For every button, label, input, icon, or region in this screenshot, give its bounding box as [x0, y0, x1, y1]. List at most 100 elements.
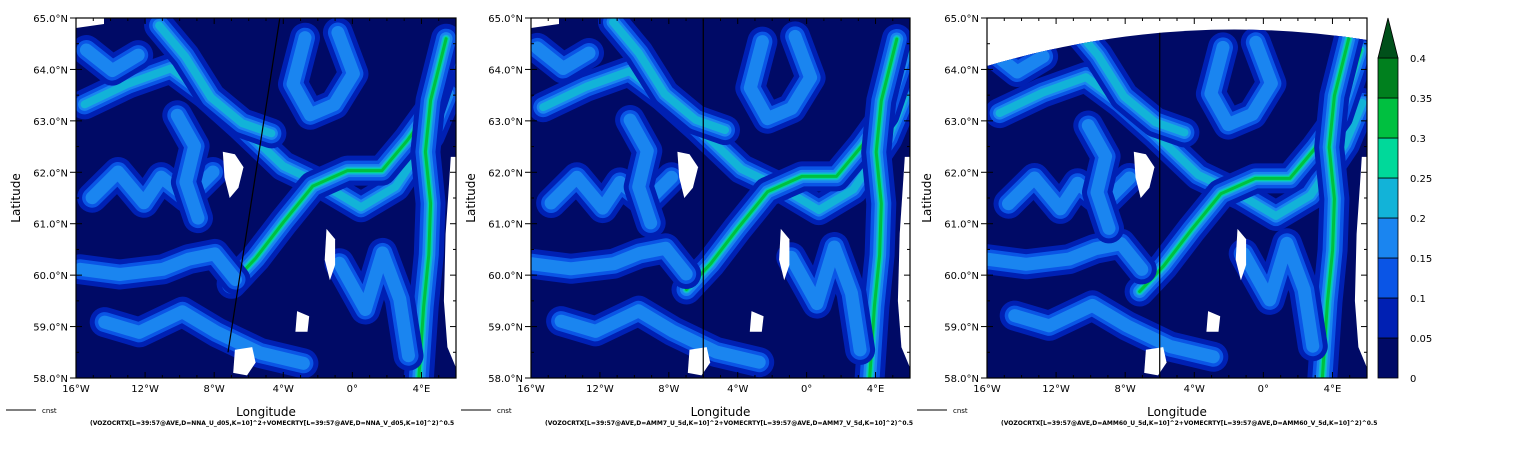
y-tick-label: 58.0°N [33, 374, 68, 385]
speed-contour [531, 41, 596, 75]
y-axis-label: Latitude [9, 173, 23, 222]
speed-contour [784, 240, 867, 357]
map-panel-1: 16°W 12°W 8°W 4°W 0° 4°E 58.0°N 59.0°N 60.0°N 61.… [6, 14, 457, 427]
x-axis-label: Longitude [1147, 405, 1207, 419]
speed-contour [987, 237, 1149, 276]
legend-label: cnst [42, 407, 57, 415]
speed-contour [1237, 236, 1320, 353]
y-axis-label: Latitude [464, 173, 478, 222]
map-field [987, 29, 1367, 378]
speed-contour [76, 247, 242, 287]
x-axis-label: Longitude [691, 405, 751, 419]
land-patch [897, 156, 910, 368]
colorbar-segment [1377, 297, 1399, 339]
speed-contour [1081, 119, 1116, 235]
x-tick-label: 16°W [62, 384, 90, 395]
x-tick-label: 4°W [1184, 384, 1205, 395]
colorbar-segment [1377, 177, 1399, 219]
x-axis-label: Longitude [236, 405, 296, 419]
land-patch [1354, 156, 1367, 368]
land-patch [1144, 347, 1167, 376]
x-tick-label: 12°W [586, 384, 614, 395]
x-tick-label: 4°E [413, 384, 431, 395]
colorbar-segment [1377, 97, 1399, 139]
colorbar-label: 0.2 [1410, 214, 1426, 225]
x-tick-label: 16°W [973, 384, 1001, 395]
colorbar-segment [1377, 337, 1399, 379]
colorbar-segment [1377, 57, 1399, 99]
y-tick-label: 63.0°N [33, 117, 68, 128]
y-tick-label: 64.0°N [944, 65, 979, 76]
colorbar-extend-arrow [1377, 17, 1399, 59]
colorbar-segment [1377, 137, 1399, 179]
land-patch [1206, 311, 1221, 332]
colorbar-segment [1377, 217, 1399, 259]
speed-contour [1204, 35, 1278, 132]
speed-contour [98, 305, 310, 370]
x-tick-label: 8°W [658, 384, 679, 395]
y-tick-label: 61.0°N [944, 220, 979, 231]
colorbar-label: 0.15 [1410, 254, 1432, 265]
land-patch [687, 347, 711, 376]
speed-contour [155, 21, 276, 138]
colorbar-label: 0.3 [1410, 134, 1426, 145]
colorbar-label: 0.35 [1410, 94, 1432, 105]
speed-contour [170, 108, 205, 225]
y-tick-label: 61.0°N [33, 220, 68, 231]
y-tick-label: 59.0°N [488, 323, 523, 334]
x-tick-label: 12°W [131, 384, 159, 395]
x-tick-label: 12°W [1042, 384, 1070, 395]
x-tick-label: 4°E [1324, 384, 1342, 395]
y-tick-label: 62.0°N [944, 168, 979, 179]
y-tick-label: 65.0°N [488, 14, 523, 25]
y-tick-label: 64.0°N [33, 65, 68, 76]
x-tick-label: 8°W [1115, 384, 1136, 395]
speed-contour [1320, 32, 1352, 378]
y-tick-label: 63.0°N [944, 117, 979, 128]
colorbar-segment [1377, 257, 1399, 299]
y-tick-label: 62.0°N [488, 168, 523, 179]
speed-contour [332, 246, 415, 363]
land-patch [1235, 228, 1247, 281]
x-tick-label: 16°W [517, 384, 545, 395]
land-patch [295, 311, 310, 332]
section-line [227, 18, 281, 353]
x-tick-label: 4°W [273, 384, 294, 395]
speed-contour [417, 37, 448, 378]
colorbar-label: 0 [1410, 374, 1416, 385]
land-patch [233, 347, 256, 376]
speed-contour [80, 64, 452, 212]
speed-contour [867, 37, 899, 378]
x-tick-label: 8°W [204, 384, 225, 395]
colorbar-label: 0.1 [1410, 294, 1426, 305]
y-tick-label: 59.0°N [33, 323, 68, 334]
speed-contour [609, 18, 729, 135]
y-tick-label: 60.0°N [488, 271, 523, 282]
speed-contour [531, 241, 693, 281]
land-patch [779, 228, 790, 281]
map-field [76, 18, 456, 378]
y-tick-label: 62.0°N [33, 168, 68, 179]
map-panel-3: 16°W 12°W 8°W 4°W 0° 4°E 58.0°N 59.0°N 60.0°N 61.… [917, 14, 1377, 427]
map-field [531, 18, 910, 378]
legend-label: cnst [953, 407, 968, 415]
speed-contour [286, 26, 360, 122]
speed-contour [79, 43, 145, 78]
map-panel-2: 16°W 12°W 8°W 4°W 0° 4°E 58.0°N 59.0°N 60.0°N 61.… [461, 14, 913, 427]
y-tick-label: 65.0°N [33, 14, 68, 25]
colorbar-label: 0.05 [1410, 334, 1432, 345]
y-tick-label: 60.0°N [944, 271, 979, 282]
x-tick-label: 0° [1258, 384, 1269, 395]
land-patch [443, 156, 456, 368]
speed-contour [1068, 29, 1189, 137]
y-tick-label: 61.0°N [488, 220, 523, 231]
y-tick-label: 59.0°N [944, 323, 979, 334]
x-tick-label: 0° [347, 384, 358, 395]
land-patch [749, 311, 764, 332]
colorbar: 0 0.05 0.1 0.15 0.2 0.25 0.3 0.35 0.4 [1377, 17, 1432, 385]
legend-label: cnst [497, 407, 512, 415]
speed-contour [623, 113, 658, 230]
y-tick-label: 64.0°N [488, 65, 523, 76]
